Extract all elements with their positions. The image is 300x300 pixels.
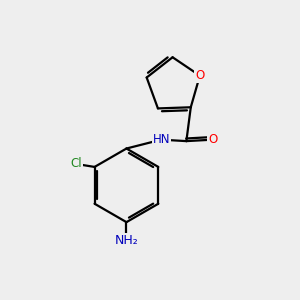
Text: O: O [208,133,218,146]
Text: NH₂: NH₂ [115,234,138,247]
Text: O: O [195,69,205,82]
Text: HN: HN [153,133,170,146]
Text: Cl: Cl [70,158,82,170]
